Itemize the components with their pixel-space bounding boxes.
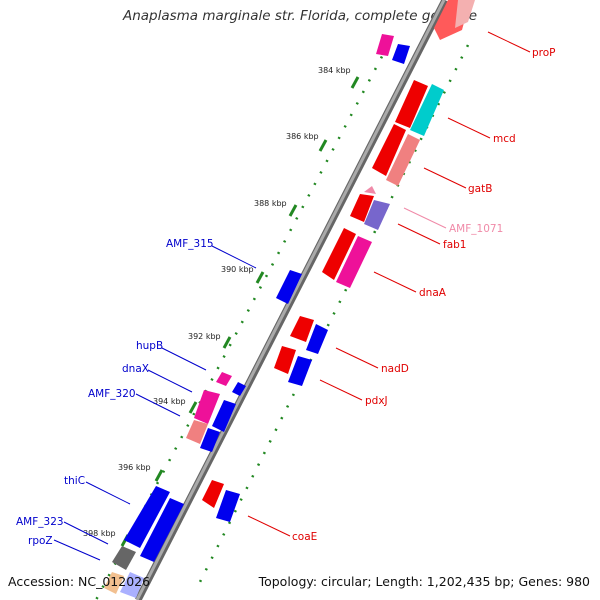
- gene-label-fab1[interactable]: fab1: [443, 239, 466, 251]
- gene-AMF_323[interactable]: [112, 546, 136, 570]
- gene-nadD-blue[interactable]: [306, 324, 328, 354]
- gene-gatB-salmon[interactable]: [386, 134, 420, 186]
- tick-label: 390 kbp: [221, 265, 254, 274]
- tick-labels: 384 kbp 386 kbp 388 kbp 390 kbp 392 kbp …: [83, 66, 351, 538]
- gene-gatB[interactable]: [372, 124, 406, 176]
- gene-AMF_315[interactable]: [276, 270, 302, 304]
- labels-right: proP mcd gatB AMF_1071 fab1 dnaA nadD pd…: [292, 47, 556, 543]
- gene-label-dnaX[interactable]: dnaX: [122, 363, 149, 375]
- genes-outer: [104, 34, 410, 598]
- label-leaders-right: [247, 31, 531, 537]
- gene-label-pdxJ[interactable]: pdxJ: [365, 395, 388, 407]
- labels-left: AMF_315 hupB dnaX AMF_320 thiC AMF_323 r…: [16, 238, 214, 547]
- gene-fab1-lavender[interactable]: [364, 200, 390, 230]
- gene-label-coaE[interactable]: coaE: [292, 531, 317, 543]
- gene-AMF_320-blue2[interactable]: [200, 428, 220, 452]
- gene-hupB[interactable]: [216, 372, 232, 386]
- gene-label-hupB[interactable]: hupB: [136, 340, 163, 352]
- gene-label-proP[interactable]: proP: [532, 47, 556, 59]
- gene-label-thiC[interactable]: thiC: [64, 475, 85, 487]
- gene-rpoZ-blue[interactable]: [120, 572, 144, 598]
- gene-coaE[interactable]: [202, 480, 224, 508]
- tick-label: 394 kbp: [153, 397, 186, 406]
- tick-label: 392 kbp: [188, 332, 221, 341]
- gene-label-AMF_315[interactable]: AMF_315: [166, 238, 214, 250]
- tick-label: 388 kbp: [254, 199, 287, 208]
- gene-thiC[interactable]: [124, 486, 170, 548]
- gene-AMF_320-pink[interactable]: [194, 390, 220, 424]
- gene-AMF_320-salmon[interactable]: [186, 420, 208, 444]
- backbone: [134, 0, 449, 600]
- label-leaders-left: [53, 245, 257, 561]
- gene-mcd-cyan[interactable]: [410, 84, 444, 136]
- gene-label-nadD[interactable]: nadD: [381, 363, 409, 375]
- gene-rpoZ[interactable]: [104, 572, 124, 594]
- gene-AMF_320-blue[interactable]: [212, 400, 236, 432]
- tick-marks: [120, 76, 360, 547]
- map-title: Anaplasma marginale str. Florida, comple…: [122, 8, 478, 24]
- topology-summary: Topology: circular; Length: 1,202,435 bp…: [258, 574, 590, 589]
- gene-dnaX[interactable]: [232, 382, 246, 396]
- gene-top-blue[interactable]: [392, 44, 410, 64]
- gene-pdxJ[interactable]: [274, 346, 296, 374]
- tick-label: 398 kbp: [83, 529, 116, 538]
- ruler-dotted-right: [194, 44, 470, 591]
- gene-nadD[interactable]: [290, 316, 314, 342]
- genes-inner: [202, 0, 475, 522]
- gene-coaE-blue[interactable]: [216, 490, 240, 522]
- gene-label-gatB[interactable]: gatB: [468, 183, 492, 195]
- gene-thiC-2[interactable]: [140, 498, 184, 562]
- gene-AMF_1071[interactable]: [364, 186, 376, 194]
- gene-dnaA-pink[interactable]: [336, 236, 372, 288]
- ruler-dotted-left: [94, 44, 390, 600]
- tick-label: 396 kbp: [118, 463, 151, 472]
- gene-pdxJ-blue[interactable]: [288, 356, 312, 386]
- tick-label: 386 kbp: [286, 132, 319, 141]
- gene-label-AMF_1071[interactable]: AMF_1071: [449, 223, 503, 235]
- tick-label: 384 kbp: [318, 66, 351, 75]
- gene-mcd[interactable]: [395, 80, 428, 128]
- gene-proP-light[interactable]: [455, 0, 475, 28]
- gene-label-dnaA[interactable]: dnaA: [419, 287, 447, 299]
- gene-label-mcd[interactable]: mcd: [493, 133, 516, 145]
- accession-label: Accession: NC_012026: [8, 574, 151, 589]
- gene-label-AMF_320[interactable]: AMF_320: [88, 388, 136, 400]
- gene-label-rpoZ[interactable]: rpoZ: [28, 535, 53, 547]
- gene-dnaA[interactable]: [322, 228, 356, 280]
- gene-top-pink[interactable]: [376, 34, 394, 56]
- gene-label-AMF_323[interactable]: AMF_323: [16, 516, 64, 528]
- gene-fab1[interactable]: [350, 194, 374, 222]
